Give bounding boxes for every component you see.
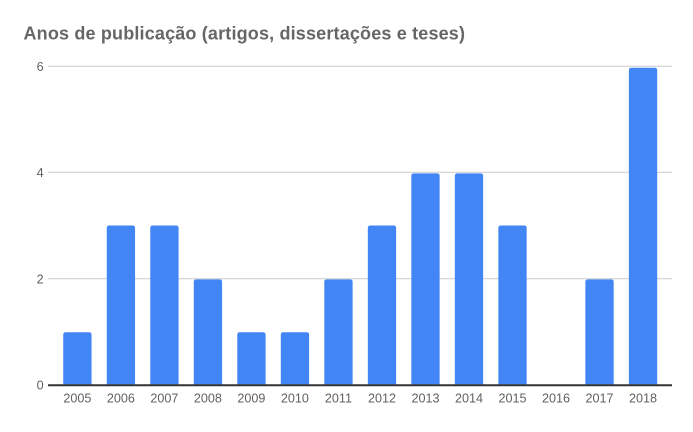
svg-text:2016: 2016 <box>542 392 570 406</box>
svg-text:2012: 2012 <box>368 392 396 406</box>
svg-text:2010: 2010 <box>281 392 309 406</box>
svg-text:2013: 2013 <box>411 392 439 406</box>
svg-text:Anos de publicação (artigos, d: Anos de publicação (artigos, dissertaçõe… <box>24 24 466 44</box>
svg-text:2018: 2018 <box>629 392 657 406</box>
svg-text:2007: 2007 <box>150 392 178 406</box>
svg-text:0: 0 <box>37 379 44 393</box>
svg-text:2015: 2015 <box>498 392 526 406</box>
svg-text:2009: 2009 <box>237 392 265 406</box>
svg-text:2011: 2011 <box>325 392 352 406</box>
svg-text:2: 2 <box>37 272 44 286</box>
svg-text:2005: 2005 <box>63 392 91 406</box>
svg-text:2008: 2008 <box>194 392 222 406</box>
svg-text:2014: 2014 <box>455 392 483 406</box>
svg-text:2017: 2017 <box>586 392 614 406</box>
svg-text:6: 6 <box>37 60 44 74</box>
svg-text:2006: 2006 <box>107 392 135 406</box>
svg-text:4: 4 <box>37 166 44 180</box>
